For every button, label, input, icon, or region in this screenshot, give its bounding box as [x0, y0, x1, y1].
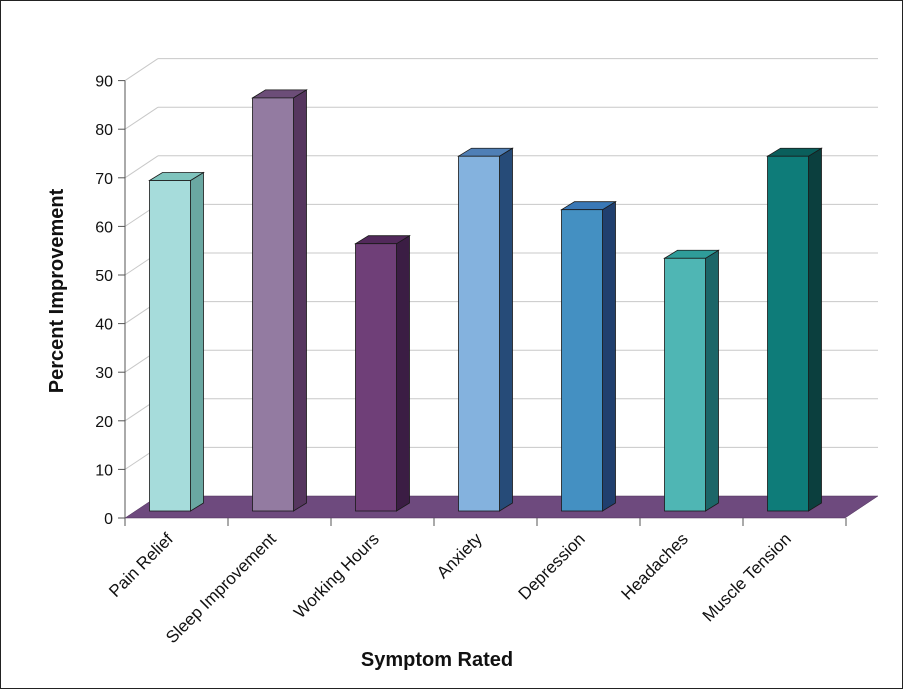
- gridline-depth: [124, 155, 159, 179]
- y-axis: 0 10 20 30 40 50 60 70 80 90: [95, 74, 126, 528]
- gridline-depth: [124, 106, 159, 130]
- bar: [457, 147, 514, 512]
- bar-side: [293, 89, 307, 512]
- bar-front: [252, 97, 294, 512]
- y-tick-label: 30: [95, 365, 113, 382]
- bars: [148, 89, 823, 512]
- bar: [560, 200, 617, 512]
- y-tick-label: 10: [95, 462, 113, 479]
- bar: [148, 171, 205, 512]
- bar: [251, 89, 308, 512]
- gridline-depth: [124, 58, 159, 82]
- y-tick-label: 60: [95, 219, 113, 236]
- bar-side: [808, 147, 822, 512]
- bar-front: [355, 243, 397, 512]
- y-tick-label: 70: [95, 171, 113, 188]
- y-tick-label: 40: [95, 317, 113, 334]
- bar-front: [664, 257, 706, 512]
- bar-side: [396, 234, 410, 512]
- bar-side: [602, 200, 616, 512]
- bar-front: [767, 155, 809, 512]
- y-tick-label: 80: [95, 122, 113, 139]
- y-axis-title: Percent Improvement: [46, 188, 68, 393]
- y-tick-label: 90: [95, 74, 113, 91]
- bar-front: [149, 180, 191, 512]
- bar: [354, 234, 411, 512]
- bar-side: [499, 147, 513, 512]
- x-axis-title: Symptom Rated: [361, 649, 513, 671]
- bar-front: [458, 155, 500, 512]
- bar-front: [561, 209, 603, 512]
- y-tick-label: 20: [95, 414, 113, 431]
- bar-side: [705, 249, 719, 512]
- bar-side: [190, 171, 204, 512]
- bar: [766, 147, 823, 512]
- y-tick-label: 50: [95, 268, 113, 285]
- bar: [663, 249, 720, 512]
- y-tick-label: 0: [104, 511, 113, 528]
